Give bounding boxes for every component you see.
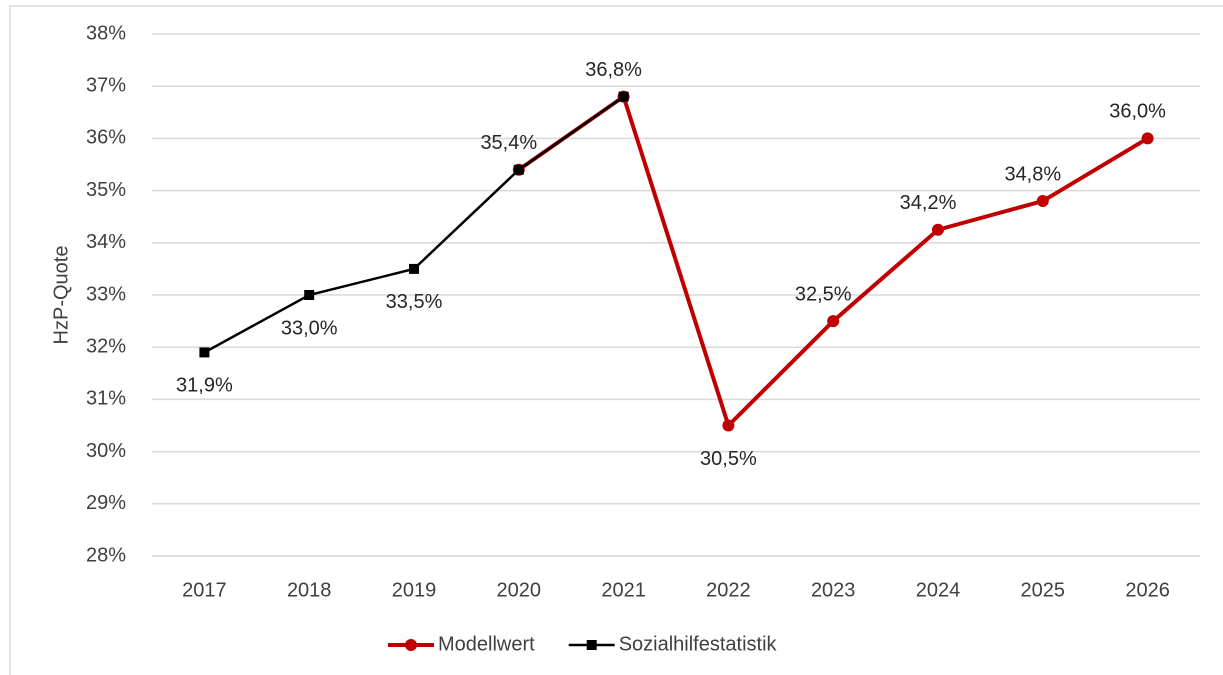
- y-tick-label: 31%: [86, 388, 126, 410]
- y-tick-label: 35%: [86, 179, 126, 201]
- point: [827, 315, 840, 328]
- y-tick-label: 29%: [86, 492, 126, 514]
- y-tick-label: 28%: [86, 544, 126, 566]
- point: [618, 91, 629, 102]
- y-tick-label: 33%: [86, 283, 126, 305]
- x-tick-label: 2026: [1125, 579, 1170, 601]
- point: [304, 290, 315, 300]
- y-tick-label: 38%: [86, 22, 126, 44]
- y-tick-label: 36%: [86, 127, 126, 149]
- data-label: 36,0%: [1109, 101, 1166, 123]
- point: [199, 347, 210, 358]
- data-label: 34,8%: [1004, 163, 1061, 185]
- series-line: [517, 93, 1149, 430]
- data-label: 34,2%: [900, 192, 957, 214]
- x-tick-label: 2021: [601, 579, 646, 601]
- x-tick-label: 2018: [287, 579, 332, 601]
- x-tick-label: 2023: [811, 579, 856, 601]
- point: [722, 419, 735, 432]
- x-tick-label: 2025: [1021, 579, 1066, 601]
- legend-label: Modellwert: [438, 633, 535, 655]
- y-tick-label: 34%: [86, 231, 126, 253]
- data-label: 33,0%: [281, 317, 338, 339]
- y-tick-label: 30%: [86, 440, 126, 462]
- point: [1141, 132, 1154, 145]
- data-label: 36,8%: [585, 59, 642, 81]
- x-tick-label: 2017: [182, 579, 227, 601]
- chart-frame: [9, 5, 1223, 675]
- data-label: 35,4%: [480, 132, 537, 154]
- y-axis-title: HzP-Quote: [50, 246, 72, 345]
- point: [409, 263, 419, 274]
- point: [932, 223, 944, 236]
- y-tick-label: 37%: [86, 74, 126, 96]
- x-tick-label: 2019: [392, 579, 437, 601]
- data-label: 30,5%: [700, 448, 757, 470]
- x-tick-label: 2024: [916, 579, 961, 601]
- legend-marker: [586, 640, 597, 650]
- data-label: 33,5%: [386, 291, 443, 313]
- legend-label: Sozialhilfestatistik: [619, 633, 778, 655]
- data-label: 32,5%: [795, 283, 852, 305]
- y-tick-label: 32%: [86, 335, 126, 357]
- data-label: 31,9%: [176, 375, 233, 397]
- point: [1036, 195, 1049, 208]
- series-line: [203, 95, 625, 354]
- legend-marker: [405, 639, 417, 651]
- x-tick-label: 2020: [497, 579, 542, 601]
- point: [513, 164, 524, 175]
- x-tick-label: 2022: [706, 579, 751, 601]
